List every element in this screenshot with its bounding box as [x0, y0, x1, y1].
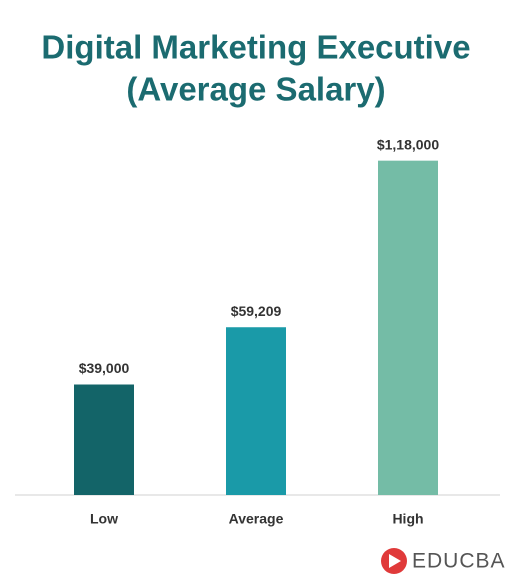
- brand-logo: EDUCBA: [381, 548, 506, 574]
- data-label: $39,000: [79, 360, 130, 376]
- x-tick-label: High: [392, 511, 423, 527]
- chart-title: (Average Salary): [126, 71, 385, 108]
- brand-name: EDUCBA: [412, 550, 506, 573]
- bar: [226, 327, 286, 495]
- data-label: $1,18,000: [377, 136, 439, 152]
- bar: [74, 384, 134, 495]
- x-tick-label: Low: [90, 511, 118, 527]
- bar: [378, 160, 438, 495]
- chart-title: Digital Marketing Executive: [41, 29, 470, 66]
- data-label: $59,209: [231, 303, 282, 319]
- logo-play: [389, 554, 401, 568]
- x-tick-label: Average: [229, 511, 284, 527]
